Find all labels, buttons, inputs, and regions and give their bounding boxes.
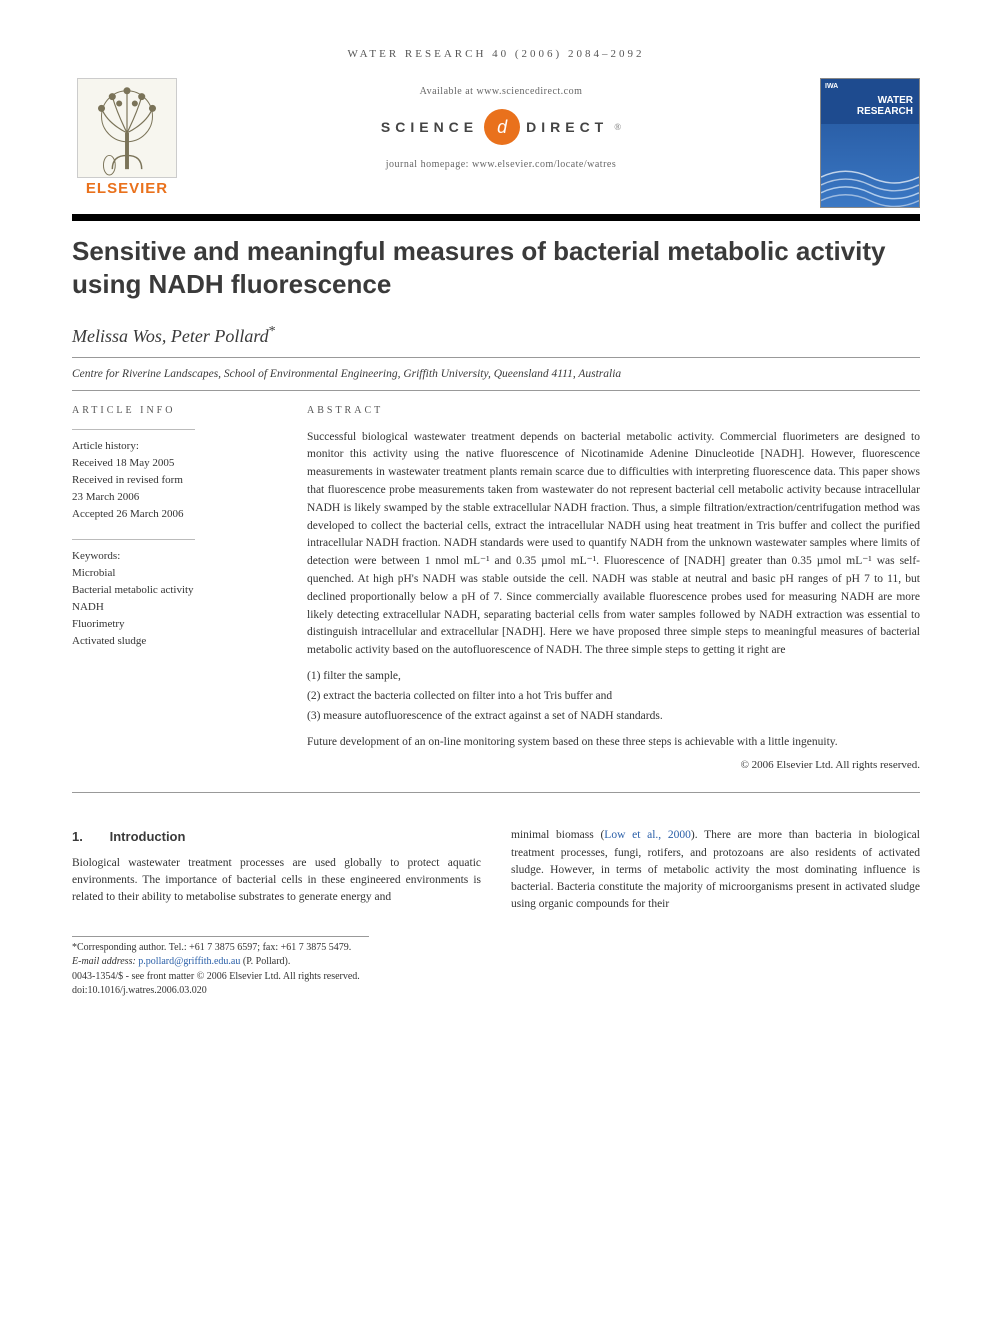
history-label: Article history: — [72, 438, 277, 455]
intro-paragraph-col1: Biological wastewater treatment processe… — [72, 855, 481, 907]
abstract-paragraph-1: Successful biological wastewater treatme… — [307, 429, 920, 661]
journal-homepage: journal homepage: www.elsevier.com/locat… — [182, 159, 820, 170]
email-link[interactable]: p.pollard@griffith.edu.au — [138, 956, 240, 967]
intro-paragraph-col2: minimal biomass (Low et al., 2000). Ther… — [511, 827, 920, 913]
abstract-column: ABSTRACT Successful biological wastewate… — [307, 403, 920, 774]
history-item: Received in revised form — [72, 472, 277, 489]
keyword-item: Microbial — [72, 565, 277, 582]
doi-line: doi:10.1016/j.watres.2006.03.020 — [72, 984, 920, 999]
affiliation: Centre for Riverine Landscapes, School o… — [72, 368, 920, 380]
elsevier-wordmark: ELSEVIER — [72, 180, 182, 197]
keywords-block: Keywords: Microbial Bacterial metabolic … — [72, 548, 277, 650]
abstract-copyright: © 2006 Elsevier Ltd. All rights reserved… — [307, 757, 920, 774]
abstract-paragraph-2: Future development of an on-line monitor… — [307, 734, 920, 752]
sd-text-left: SCIENCE — [381, 119, 478, 135]
history-item: Accepted 26 March 2006 — [72, 506, 277, 523]
keyword-item: Bacterial metabolic activity — [72, 582, 277, 599]
intro-text-b: ). There are more than bacteria in biolo… — [511, 829, 920, 910]
cover-title: WATER RESEARCH — [857, 95, 913, 117]
author-rule — [72, 357, 920, 358]
citation-link[interactable]: Low et al., 2000 — [604, 829, 691, 841]
journal-running-header: WATER RESEARCH 40 (2006) 2084–2092 — [72, 48, 920, 60]
elsevier-tree-icon — [77, 78, 177, 178]
journal-cover-block: IWA WATER RESEARCH — [820, 78, 920, 208]
body-two-columns: 1. Introduction Biological wastewater tr… — [72, 827, 920, 913]
cover-waves-icon — [821, 157, 919, 207]
email-suffix: (P. Pollard). — [240, 956, 290, 967]
email-footnote: E-mail address: p.pollard@griffith.edu.a… — [72, 955, 920, 970]
footnote-rule — [72, 936, 369, 937]
publisher-band: ELSEVIER Available at www.sciencedirect.… — [72, 78, 920, 208]
corresponding-author-footnote: *Corresponding author. Tel.: +61 7 3875 … — [72, 941, 920, 956]
authors-line: Melissa Wos, Peter Pollard* — [72, 324, 920, 347]
info-rule-2 — [72, 539, 195, 540]
article-info-column: ARTICLE INFO Article history: Received 1… — [72, 403, 277, 774]
section-1-heading: 1. Introduction — [72, 827, 481, 847]
abstract-heading: ABSTRACT — [307, 403, 920, 419]
article-title: Sensitive and meaningful measures of bac… — [72, 235, 920, 300]
article-info-heading: ARTICLE INFO — [72, 403, 277, 419]
cover-title-line2: RESEARCH — [857, 106, 913, 117]
title-separator-bar — [72, 214, 920, 221]
section-number: 1. — [72, 827, 106, 847]
sciencedirect-block: Available at www.sciencedirect.com SCIEN… — [182, 78, 820, 170]
history-item: 23 March 2006 — [72, 489, 277, 506]
front-matter-line: 0043-1354/$ - see front matter © 2006 El… — [72, 970, 920, 985]
cover-iwa-label: IWA — [825, 83, 838, 90]
corresponding-asterisk: * — [269, 324, 276, 339]
keyword-item: Fluorimetry — [72, 616, 277, 633]
available-at-text: Available at www.sciencedirect.com — [182, 86, 820, 97]
affiliation-rule — [72, 390, 920, 391]
history-item: Received 18 May 2005 — [72, 455, 277, 472]
sd-swirl-icon: d — [484, 109, 520, 145]
footnotes-block: *Corresponding author. Tel.: +61 7 3875 … — [72, 941, 920, 999]
abstract-step: (1) filter the sample, — [307, 668, 920, 686]
keyword-item: NADH — [72, 599, 277, 616]
abstract-bottom-rule — [72, 792, 920, 793]
abstract-step: (3) measure autofluorescence of the extr… — [307, 708, 920, 726]
journal-cover-thumbnail: IWA WATER RESEARCH — [820, 78, 920, 208]
abstract-steps-list: (1) filter the sample, (2) extract the b… — [307, 668, 920, 725]
sciencedirect-logo: SCIENCE d DIRECT ® — [381, 109, 621, 145]
abstract-step: (2) extract the bacteria collected on fi… — [307, 688, 920, 706]
sd-text-right: DIRECT — [526, 119, 608, 135]
keyword-item: Activated sludge — [72, 633, 277, 650]
section-title: Introduction — [110, 829, 186, 844]
cover-title-line1: WATER — [878, 95, 913, 106]
keywords-label: Keywords: — [72, 548, 277, 565]
email-label: E-mail address: — [72, 956, 138, 967]
info-rule-1 — [72, 429, 195, 430]
elsevier-logo-block: ELSEVIER — [72, 78, 182, 197]
registered-mark: ® — [614, 122, 621, 132]
info-abstract-row: ARTICLE INFO Article history: Received 1… — [72, 403, 920, 774]
intro-text-a: minimal biomass ( — [511, 829, 604, 841]
article-history-block: Article history: Received 18 May 2005 Re… — [72, 438, 277, 523]
authors-names: Melissa Wos, Peter Pollard — [72, 326, 269, 346]
